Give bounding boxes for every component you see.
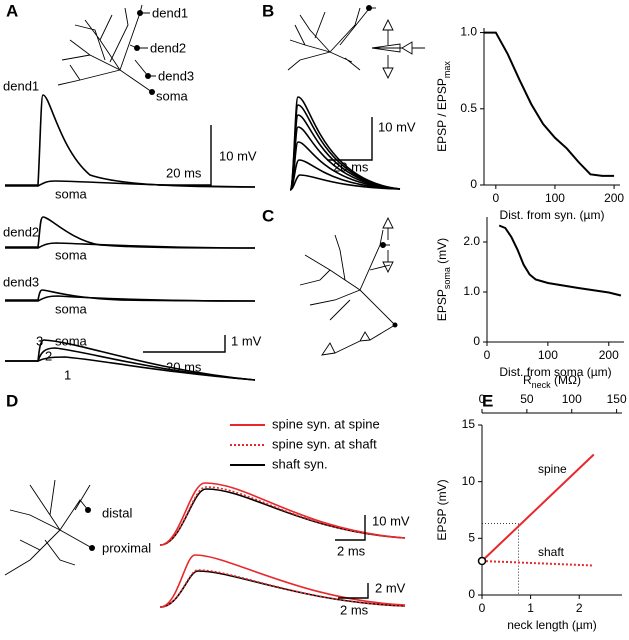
trace-label: soma	[55, 333, 88, 348]
y-axis-label-part: EPSP	[435, 289, 449, 321]
trace-label: soma	[55, 301, 88, 316]
panel-label: D	[6, 391, 18, 410]
x-tick-label: 100	[545, 191, 565, 205]
y-axis-label-part: EPSP (mV)	[435, 479, 449, 540]
scale-bar	[143, 335, 226, 353]
x-tick-label: 100	[538, 348, 558, 362]
panel-label: C	[262, 206, 274, 225]
x-tick-label: 0	[492, 191, 499, 205]
y-tick-label: 1.0	[463, 284, 480, 298]
x-axis-label: neck length (µm)	[507, 618, 597, 632]
x-tick-label: 0	[484, 348, 491, 362]
scale-bar	[327, 117, 373, 161]
x-axis-label: Dist. from soma (µm)	[499, 365, 611, 379]
x-tick-label: 200	[599, 348, 619, 362]
scale-label: 20 ms	[166, 359, 202, 374]
y-tick-label: 5	[468, 531, 475, 545]
trace-label: dend3	[3, 274, 39, 289]
panel-label: A	[6, 1, 18, 20]
y-axis-label-part: max	[442, 61, 452, 79]
series-line	[498, 224, 622, 297]
x2-tick-label: 0	[479, 392, 486, 406]
y-tick-label: 10	[462, 474, 476, 488]
scale-label: 2 ms	[337, 543, 366, 558]
morph-label: proximal	[102, 540, 151, 555]
scale-label: 20 ms	[166, 165, 202, 180]
y-tick-label: 0.5	[460, 101, 477, 115]
x2-axis-label-part: (MΩ)	[551, 373, 581, 387]
morphology	[4, 479, 95, 576]
y-axis-label: EPSPsoma (mV)	[435, 238, 452, 321]
scale-label: 2 mV	[375, 580, 406, 595]
series-label: shaft	[538, 545, 565, 559]
scale-label: 2 ms	[340, 602, 369, 617]
marker	[477, 556, 487, 566]
scale-label: 20 ms	[333, 159, 369, 174]
y-tick-label: 0	[473, 334, 480, 348]
traces	[159, 482, 406, 608]
y-tick-label: 15	[462, 417, 476, 431]
y-tick-label: 1.0	[460, 25, 477, 39]
trace-label: dend2	[3, 224, 39, 239]
x2-axis-label: Rneck (MΩ)	[523, 373, 581, 390]
legend-label: spine syn. at shaft	[272, 436, 377, 451]
series-line	[481, 560, 594, 567]
morph-label: dend3	[158, 68, 194, 83]
x2-axis-label-part: neck	[532, 380, 552, 390]
x-tick-label: 0	[479, 601, 486, 615]
y-axis-label: EPSP / EPSPmax	[435, 61, 452, 152]
x-tick-label: 200	[604, 191, 624, 205]
scale-bar	[338, 583, 369, 599]
scale-label: 1 mV	[231, 333, 262, 348]
trace-label: dend1	[3, 78, 39, 93]
trace-label: soma	[55, 186, 88, 201]
x-axis-label: Dist. from syn. (µm)	[500, 208, 605, 222]
trace-label: soma	[55, 247, 88, 262]
panel-label: E	[482, 391, 493, 410]
panel-label: B	[262, 1, 274, 20]
x-tick-label: 1	[527, 601, 534, 615]
series-label: spine	[538, 462, 567, 476]
scale-bar	[158, 125, 212, 186]
x2-tick-label: 150	[607, 392, 627, 406]
y-tick-label: 0	[470, 177, 477, 191]
y-axis-label: EPSP (mV)	[435, 479, 449, 540]
scale-label: 10 mV	[219, 148, 257, 163]
morphology	[287, 5, 425, 80]
legend-label: spine syn. at spine	[272, 416, 380, 431]
series-line	[484, 31, 615, 177]
x2-tick-label: 50	[520, 392, 534, 406]
morphology	[57, 4, 156, 95]
x2-tick-label: 100	[562, 392, 582, 406]
scale-label: 10 mV	[378, 119, 416, 134]
morph-label: distal	[102, 505, 132, 520]
x2-axis-label-part: R	[523, 373, 532, 387]
scale-label: 10 mV	[372, 513, 410, 528]
x-tick-label: 2	[576, 601, 583, 615]
trace-label: 2	[45, 348, 52, 363]
series-line	[481, 453, 595, 562]
y-tick-label: 2.0	[463, 234, 480, 248]
legend-label: shaft syn.	[272, 456, 328, 471]
trace-label: 1	[64, 367, 71, 382]
trace-label: 3	[36, 333, 43, 348]
morph-label: dend2	[150, 40, 186, 55]
scale-bar	[335, 515, 366, 541]
y-axis-label-part: EPSP / EPSP	[435, 78, 449, 152]
morph-label: dend1	[152, 5, 188, 20]
traces	[289, 96, 401, 191]
morph-label: soma	[156, 88, 189, 103]
y-tick-label: 0	[468, 587, 475, 601]
morphology	[299, 216, 398, 356]
y-axis-label-part: soma	[442, 267, 452, 289]
y-axis-label-part: (mV)	[435, 238, 449, 267]
